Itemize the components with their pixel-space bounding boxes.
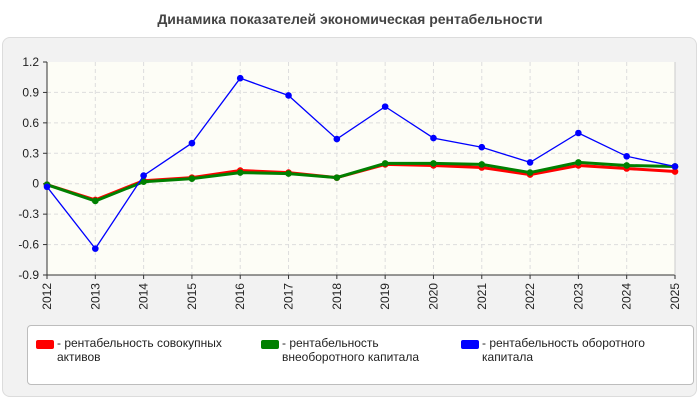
data-point [526,169,534,176]
data-point [333,174,341,181]
y-tick-label: 0.9 [22,85,39,99]
data-point [140,178,147,185]
x-tick-label: 2020 [426,283,440,310]
legend-item-total-assets: - рентабельность совокупных активов [36,336,256,364]
y-tick-label: 0.6 [22,116,39,130]
data-point [478,143,486,151]
x-tick-label: 2015 [185,283,199,310]
legend-swatch-red [36,340,54,349]
x-tick-label: 2025 [668,283,682,310]
x-tick-label: 2018 [330,283,344,310]
legend-label: - рентабельность оборотного капитала [482,336,645,364]
y-tick-label: -0.6 [18,238,39,252]
plot-area [47,62,675,275]
x-tick-label: 2014 [137,283,151,310]
legend-item-working-capital: - рентабельность оборотного капитала [461,336,686,364]
data-point [381,160,389,167]
x-tick-label: 2013 [88,283,102,310]
y-tick-label: -0.3 [18,207,39,221]
x-tick-label: 2012 [40,283,54,310]
data-point [43,183,51,191]
data-point [188,139,196,147]
y-tick-label: 0 [32,177,39,191]
y-tick-label: 1.2 [22,55,39,69]
x-tick-label: 2021 [475,283,489,310]
y-tick-label: -0.9 [18,268,39,282]
y-tick-label: 0.3 [22,146,39,160]
data-point [236,169,244,176]
series-line [46,160,676,203]
legend-label: - рентабельность совокупных активов [57,336,222,364]
data-point [92,197,99,205]
data-point [381,103,389,110]
legend-swatch-green [261,340,279,349]
chart-title: Динамика показателей экономическая рента… [157,11,543,27]
chart-legend: - рентабельность совокупных активов - ре… [27,325,694,385]
data-point [236,74,244,82]
data-point [623,153,630,160]
data-point [671,168,679,175]
series-line [46,77,676,250]
x-tick-label: 2023 [571,283,585,310]
x-tick-label: 2017 [282,283,296,310]
data-point [526,159,534,166]
x-tick-label: 2016 [233,283,247,310]
data-point [478,161,486,168]
data-point [575,159,582,166]
data-point [140,172,147,179]
data-point [430,134,437,142]
data-point [285,92,292,99]
data-point [188,175,196,182]
legend-swatch-blue [461,340,479,349]
legend-label: - рентабельность внеоборотного капитала [282,336,419,364]
data-point [671,163,679,170]
legend-item-noncurrent-capital: - рентабельность внеоборотного капитала [261,336,456,364]
x-tick-label: 2022 [523,283,537,310]
x-tick-label: 2024 [620,283,634,310]
data-point [430,160,437,167]
x-tick-label: 2019 [378,283,392,310]
data-point [333,135,341,143]
data-point [575,129,582,137]
data-point [285,170,292,177]
data-point [92,245,99,252]
data-point [623,162,630,169]
